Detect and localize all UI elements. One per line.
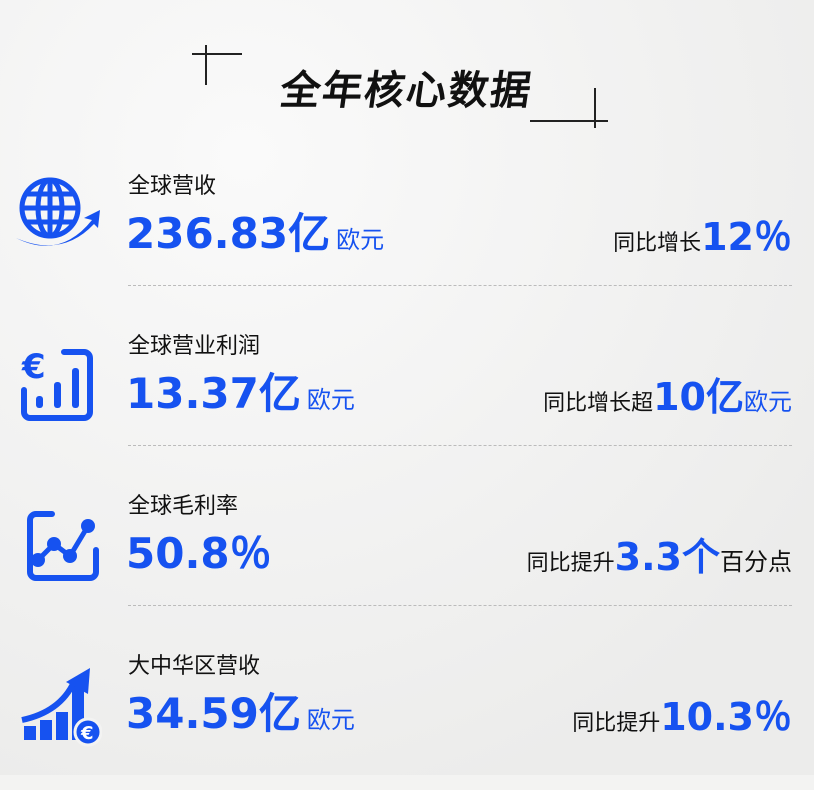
stat-row: 全球毛利率 50.8％ 同比提升3.3个百分点 (0, 480, 814, 630)
value-number: 50.8％ (126, 529, 272, 578)
comparison: 同比提升10.3％ (572, 686, 792, 741)
comparison-prefix: 同比增长 (613, 231, 702, 256)
stat-row: € 全球营业利润 13.37亿 欧元 同比增长超10亿欧元 (0, 320, 814, 470)
divider (128, 285, 792, 286)
comparison-suffix: 欧元 (744, 388, 792, 416)
value-number: 13.37亿 (126, 369, 301, 418)
comparison-prefix: 同比提升 (572, 711, 661, 736)
decor-line (530, 120, 608, 122)
comparison-prefix: 同比提升 (526, 551, 615, 576)
comparison-prefix: 同比增长超 (543, 391, 654, 416)
svg-text:€: € (21, 347, 46, 387)
divider (128, 445, 792, 446)
stat-label: 全球营收 (128, 174, 217, 199)
globe-arrow-icon (16, 177, 100, 246)
comparison-suffix: 百分点 (720, 548, 792, 576)
stat-value: 34.59亿 欧元 (126, 680, 355, 741)
value-number: 34.59亿 (126, 689, 301, 738)
stat-label: 大中华区营收 (128, 654, 261, 679)
comparison: 同比增长超10亿欧元 (543, 366, 792, 421)
stat-value: 13.37亿 欧元 (126, 360, 355, 421)
euro-bar-chart-icon: € (21, 347, 93, 421)
value-unit: 欧元 (306, 706, 355, 734)
value-number: 236.83亿 (126, 209, 331, 258)
comparison: 同比提升3.3个百分点 (527, 526, 792, 581)
comparison-value: 3.3个 (614, 535, 720, 579)
page-title: 全年核心数据 (277, 68, 536, 114)
divider (128, 605, 792, 606)
stat-label: 全球营业利润 (128, 334, 261, 359)
decor-line (192, 53, 242, 55)
stat-label: 全球毛利率 (128, 494, 239, 519)
value-unit: 欧元 (306, 386, 355, 414)
comparison: 同比增长12％ (613, 206, 792, 261)
value-unit: 欧元 (336, 226, 385, 254)
svg-text:€: € (80, 723, 94, 744)
decor-line (594, 88, 596, 128)
comparison-value: 12％ (701, 215, 792, 259)
comparison-value: 10.3％ (660, 695, 792, 739)
stat-value: 236.83亿 欧元 (126, 200, 384, 261)
comparison-value: 10亿 (653, 375, 744, 419)
stat-row: 全球营收 236.83亿 欧元 同比增长12％ (0, 160, 814, 310)
stat-row: € 大中华区营收 34.59亿 欧元 同比提升10.3％ (0, 640, 814, 790)
decor-line (205, 45, 207, 85)
stat-value: 50.8％ (126, 520, 278, 581)
growth-euro-icon: € (21, 668, 102, 747)
line-chart-icon (27, 511, 99, 581)
